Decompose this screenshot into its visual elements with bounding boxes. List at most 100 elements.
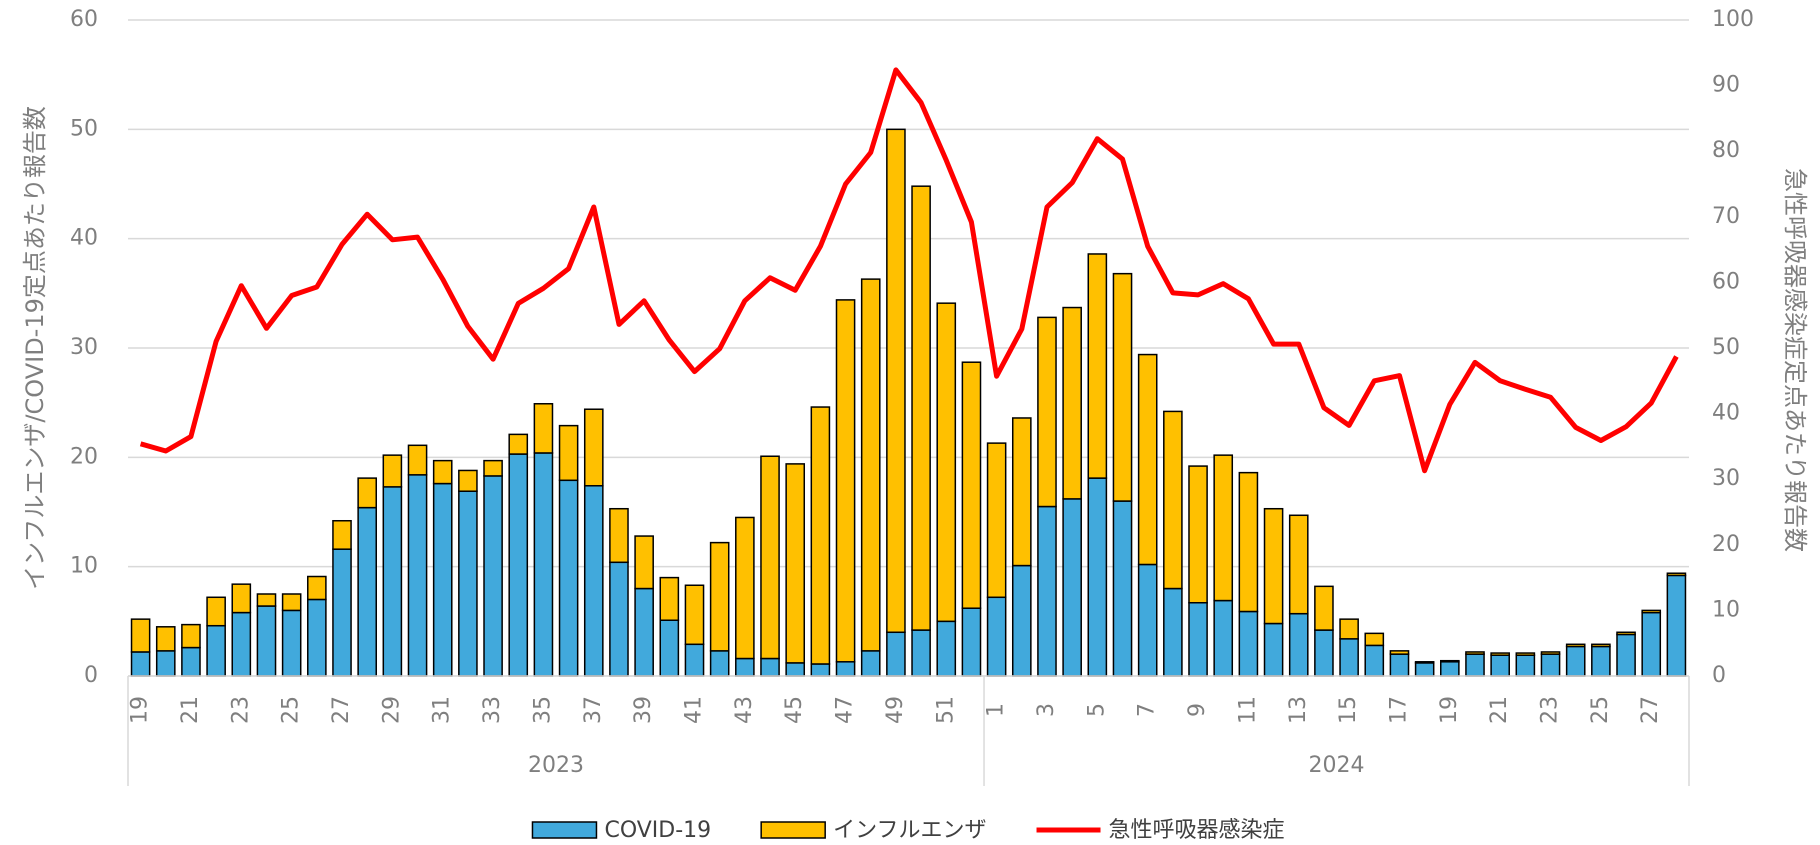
bar	[307, 598, 327, 677]
bar	[332, 519, 352, 550]
x-tick-label: 15	[1336, 696, 1361, 724]
x-tick-label: 29	[379, 696, 404, 724]
bar	[760, 455, 780, 660]
bar	[407, 444, 428, 476]
bar	[1263, 507, 1284, 625]
x-tick-label: 7	[1135, 703, 1160, 717]
bar	[407, 474, 428, 677]
bar	[1666, 572, 1687, 577]
bar	[181, 646, 201, 677]
bar	[256, 605, 277, 677]
y2-tick-label: 90	[1712, 73, 1740, 98]
y2-tick-label: 70	[1712, 204, 1740, 229]
bar	[1490, 652, 1510, 656]
x-tick-label: 35	[530, 696, 555, 724]
bar	[382, 486, 403, 677]
bar	[458, 490, 478, 677]
bar	[1163, 587, 1183, 677]
bar	[1238, 610, 1259, 677]
bar	[1389, 650, 1410, 655]
group-label: 2023	[528, 753, 584, 778]
y2-tick-label: 30	[1712, 466, 1740, 491]
bar	[634, 587, 654, 677]
y-tick-label: 40	[70, 226, 98, 251]
bar	[1011, 564, 1032, 677]
bar	[1062, 498, 1082, 677]
x-tick-label: 33	[480, 696, 505, 724]
bar	[1087, 477, 1108, 677]
x-tick-label: 5	[1084, 703, 1109, 717]
bar	[1641, 609, 1662, 614]
x-tick-label: 17	[1386, 696, 1411, 724]
bar	[1490, 654, 1510, 677]
y2-tick-label: 100	[1712, 7, 1754, 32]
legend-label: 急性呼吸器感染症	[1109, 818, 1285, 843]
y-tick-label: 10	[70, 554, 98, 579]
bar	[936, 302, 957, 623]
x-tick-label: 43	[732, 696, 757, 724]
bar	[1565, 645, 1586, 677]
x-tick-label: 37	[581, 696, 606, 724]
y2-tick-label: 10	[1712, 597, 1740, 622]
bar	[231, 611, 252, 677]
x-tick-label: 27	[329, 696, 354, 724]
bar	[130, 651, 151, 677]
bars	[130, 128, 1687, 677]
legend-label: インフルエンザ	[833, 818, 986, 843]
x-tick-label: 1	[984, 703, 1009, 717]
x-tick-label: 23	[1538, 696, 1563, 724]
x-tick-label: 47	[833, 696, 858, 724]
bar	[1465, 653, 1485, 677]
x-tick-label: 23	[228, 696, 253, 724]
y2-axis-title: 急性呼吸器感染症定点あたり報告数	[1781, 168, 1809, 552]
bar	[432, 459, 453, 485]
bar	[986, 596, 1007, 677]
bar	[332, 548, 352, 677]
bar	[1112, 500, 1133, 677]
bar	[634, 535, 654, 590]
bar	[860, 650, 881, 677]
bar	[659, 576, 680, 621]
bar	[1591, 645, 1611, 677]
bar	[533, 403, 554, 454]
bar	[810, 663, 831, 677]
bar	[583, 485, 604, 677]
x-tick-label: 25	[1588, 696, 1613, 724]
x-tick-label: 31	[430, 696, 455, 724]
bar	[1339, 618, 1359, 640]
bar	[281, 609, 302, 677]
x-tick-label: 13	[1286, 696, 1311, 724]
bar	[785, 463, 806, 664]
bar	[206, 624, 226, 677]
bar	[860, 278, 881, 652]
bar	[357, 506, 377, 677]
bar	[835, 299, 856, 663]
x-tick-label: 41	[681, 696, 706, 724]
bar	[155, 650, 176, 677]
bar	[1137, 353, 1158, 566]
bar	[281, 593, 302, 612]
y2-tick-label: 0	[1712, 663, 1726, 688]
bar	[684, 643, 705, 677]
x-tick-label: 9	[1185, 703, 1210, 717]
x-tick-label: 11	[1235, 696, 1260, 724]
bar	[609, 507, 629, 564]
bar	[508, 453, 529, 677]
bar	[1414, 662, 1435, 677]
bar	[986, 442, 1007, 599]
legend-label: COVID-19	[604, 818, 711, 843]
bar	[483, 459, 503, 477]
bar	[155, 626, 176, 652]
x-tick-label: 19	[1437, 696, 1462, 724]
bar	[709, 541, 730, 652]
bar	[1440, 661, 1460, 677]
bar	[382, 454, 403, 488]
bar	[886, 128, 906, 634]
bar	[231, 583, 252, 614]
bar	[1591, 643, 1611, 648]
bar	[835, 661, 856, 677]
bar	[1314, 629, 1334, 677]
bar	[1011, 417, 1032, 567]
bar	[659, 619, 680, 677]
